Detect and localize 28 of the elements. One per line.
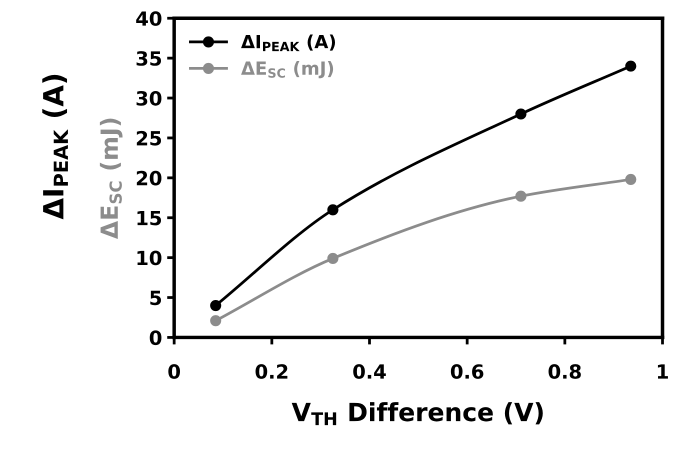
point: [327, 204, 338, 216]
point: [625, 60, 636, 72]
y-tick-label: 30: [136, 90, 162, 106]
y-tick-label: 25: [136, 130, 161, 146]
point: [515, 190, 526, 202]
x-axis-title: V$_{TH}$ Difference (V): [292, 402, 543, 426]
point: [327, 252, 338, 264]
legend-label: ΔE$_{SC}$ (mJ): [241, 60, 334, 78]
y-tick-label: 35: [136, 51, 161, 66]
text: ΔE$_{SC}$ (mJ): [100, 118, 123, 239]
y-tick-label: 15: [137, 210, 161, 226]
point: [625, 174, 636, 185]
point: [210, 300, 222, 312]
point: [515, 108, 526, 120]
legend-label: ΔI$_{PEAK}$ (A): [241, 34, 336, 52]
x-tick-label: 0.4: [353, 364, 386, 379]
y-tick-label: 40: [136, 11, 162, 26]
x-tick-label: 1: [658, 364, 668, 379]
x-tick-label: 0: [168, 364, 180, 379]
y-axis-title: ΔI$_{PEAK}$ (A): [42, 74, 68, 220]
x-tick-label: 0.8: [548, 364, 581, 379]
x-tick-label: 0.2: [256, 364, 288, 379]
y-tick-label: 0: [150, 330, 162, 346]
y-tick-label: 20: [136, 170, 162, 186]
y-tick-label: 10: [137, 250, 162, 266]
x-tick-label: 0.6: [450, 364, 484, 379]
point: [210, 315, 222, 326]
y-tick-label: 5: [150, 290, 161, 306]
